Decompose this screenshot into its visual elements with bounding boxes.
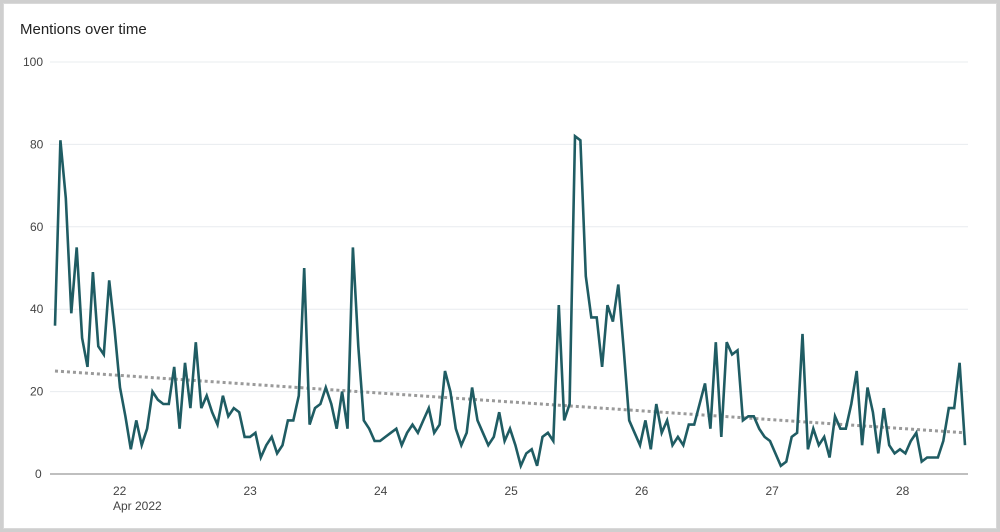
chart-title: Mentions over time	[20, 21, 147, 38]
x-tick-label: 22	[113, 484, 127, 498]
y-tick-label: 40	[30, 302, 44, 316]
mentions-line	[53, 133, 967, 470]
y-tick-label: 100	[23, 55, 43, 69]
y-tick-label: 60	[30, 220, 44, 234]
y-tick-label: 20	[30, 385, 44, 399]
x-tick-label: 27	[766, 484, 780, 498]
x-tick-label: 26	[635, 484, 649, 498]
x-tick-label: 25	[505, 484, 519, 498]
trend-line	[54, 369, 966, 435]
x-tick-label: 23	[244, 484, 258, 498]
x-tick-label: 24	[374, 484, 388, 498]
y-tick-label: 0	[35, 467, 42, 481]
x-tick-label: 28	[896, 484, 910, 498]
y-tick-label: 80	[30, 137, 44, 151]
x-tick-sublabel: Apr 2022	[113, 499, 162, 513]
